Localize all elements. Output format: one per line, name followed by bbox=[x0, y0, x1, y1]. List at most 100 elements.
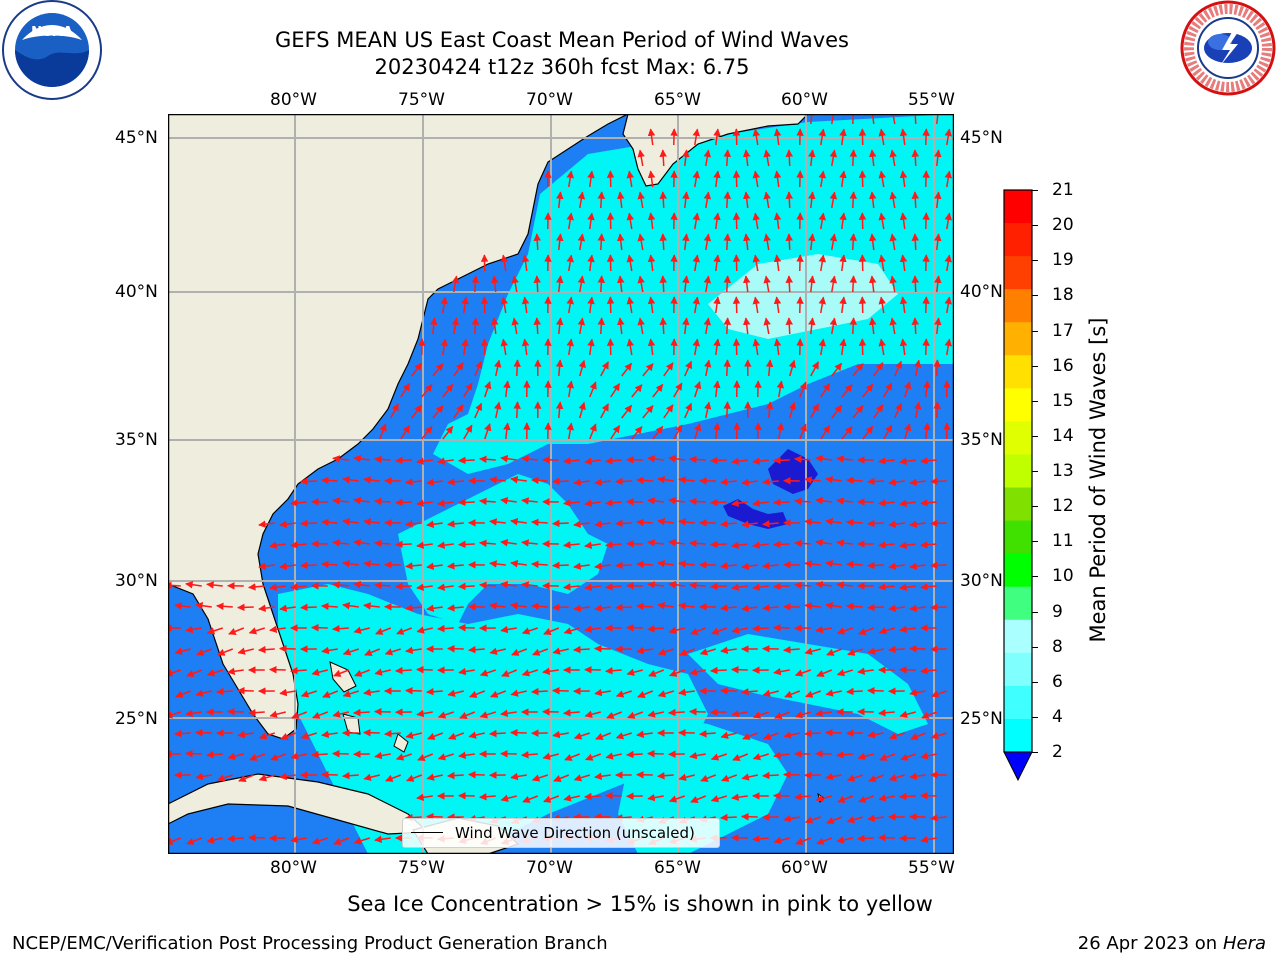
wave-direction-arrow bbox=[511, 317, 519, 335]
wave-direction-arrow bbox=[922, 338, 930, 356]
wave-direction-arrow bbox=[826, 648, 843, 656]
wave-direction-arrow bbox=[647, 170, 656, 188]
wave-direction-arrow bbox=[395, 753, 413, 761]
wave-direction-arrow bbox=[552, 477, 569, 486]
wave-direction-arrow bbox=[934, 114, 942, 125]
wave-direction-arrow bbox=[668, 539, 685, 547]
colorbar-tick-label: 10 bbox=[1052, 566, 1074, 587]
wave-direction-arrow bbox=[594, 478, 611, 486]
wave-direction-arrow bbox=[805, 690, 822, 698]
wave-direction-arrow bbox=[416, 665, 433, 674]
wave-direction-arrow bbox=[353, 497, 370, 505]
wave-direction-arrow bbox=[836, 836, 853, 844]
wave-direction-arrow bbox=[720, 520, 737, 528]
wave-direction-arrow bbox=[934, 191, 942, 209]
wave-direction-arrow bbox=[437, 457, 454, 465]
wave-direction-arrow bbox=[647, 338, 656, 356]
wave-direction-arrow bbox=[217, 648, 234, 656]
wave-direction-arrow bbox=[899, 457, 916, 465]
wave-direction-arrow bbox=[463, 424, 473, 440]
wave-direction-arrow bbox=[216, 602, 233, 611]
wave-direction-arrow bbox=[836, 669, 853, 677]
wave-direction-arrow bbox=[659, 317, 667, 335]
wave-direction-arrow bbox=[606, 711, 623, 719]
wave-direction-arrow bbox=[258, 520, 275, 528]
wave-direction-arrow bbox=[673, 382, 683, 398]
wave-direction-arrow bbox=[873, 362, 884, 377]
wave-direction-arrow bbox=[543, 795, 560, 803]
wave-direction-arrow bbox=[752, 296, 760, 314]
wave-direction-arrow bbox=[594, 604, 611, 612]
colorbar-tick bbox=[1032, 471, 1038, 472]
wave-direction-arrow bbox=[839, 338, 847, 356]
wave-direction-arrow bbox=[617, 233, 625, 251]
wave-direction-arrow bbox=[584, 499, 601, 507]
wave-direction-arrow bbox=[868, 233, 877, 251]
wave-direction-arrow bbox=[510, 476, 527, 484]
wave-direction-arrow bbox=[668, 626, 685, 634]
wave-direction-arrow bbox=[795, 837, 812, 845]
wave-direction-arrow bbox=[818, 128, 826, 146]
lat-label-right: 45°N bbox=[960, 128, 1003, 148]
wave-direction-arrow bbox=[342, 602, 359, 610]
wave-direction-arrow bbox=[584, 792, 601, 801]
wave-direction-arrow bbox=[808, 275, 816, 293]
wave-direction-arrow bbox=[290, 835, 307, 844]
wave-direction-arrow bbox=[659, 233, 667, 251]
wave-direction-arrow bbox=[788, 401, 796, 419]
wave-direction-arrow bbox=[556, 233, 564, 251]
wave-direction-arrow bbox=[312, 711, 329, 719]
ice-note-text: Sea Ice Concentration > 15% is shown in … bbox=[347, 892, 933, 916]
wave-direction-arrow bbox=[227, 752, 244, 760]
lon-label-bottom: 65°W bbox=[654, 858, 701, 878]
lon-label-top: 55°W bbox=[908, 90, 955, 110]
wave-direction-arrow bbox=[776, 422, 785, 440]
colorbar-tick-label: 18 bbox=[1052, 285, 1074, 306]
wave-direction-arrow bbox=[479, 455, 496, 464]
wave-direction-arrow bbox=[353, 837, 370, 845]
lon-label-bottom: 70°W bbox=[526, 858, 573, 878]
colorbar-segment bbox=[1004, 355, 1032, 389]
wave-direction-arrow bbox=[430, 317, 438, 335]
wave-direction-arrow bbox=[363, 476, 380, 484]
wave-direction-arrow bbox=[763, 191, 771, 209]
wave-direction-arrow bbox=[804, 816, 822, 824]
wave-direction-arrow bbox=[291, 711, 308, 719]
wave-direction-arrow bbox=[647, 497, 664, 505]
wave-direction-arrow bbox=[699, 730, 716, 738]
wave-direction-arrow bbox=[836, 581, 853, 589]
wave-direction-arrow bbox=[731, 709, 748, 718]
wave-direction-arrow bbox=[852, 405, 864, 419]
wave-direction-arrow bbox=[626, 254, 634, 272]
colorbar-segment bbox=[1004, 586, 1032, 621]
wave-direction-arrow bbox=[552, 647, 569, 655]
wave-direction-arrow bbox=[426, 604, 443, 612]
wave-direction-arrow bbox=[531, 518, 548, 527]
lon-label-bottom: 80°W bbox=[270, 858, 317, 878]
wave-direction-arrow bbox=[627, 711, 644, 719]
wave-direction-arrow bbox=[713, 212, 721, 230]
wave-direction-arrow bbox=[794, 793, 811, 801]
wave-direction-arrow bbox=[922, 254, 930, 272]
wave-direction-arrow bbox=[385, 774, 402, 782]
wave-direction-arrow bbox=[820, 382, 831, 398]
wave-direction-arrow bbox=[447, 562, 464, 570]
wave-direction-arrow bbox=[321, 602, 338, 611]
wave-direction-arrow bbox=[804, 602, 821, 610]
wave-direction-arrow bbox=[521, 539, 538, 547]
wave-direction-arrow bbox=[647, 254, 656, 272]
wave-direction-arrow bbox=[652, 383, 664, 398]
colorbar-segment bbox=[1004, 421, 1032, 455]
colorbar-segment bbox=[1004, 289, 1032, 323]
wave-direction-arrow bbox=[421, 384, 433, 398]
wave-direction-arrow bbox=[503, 380, 511, 398]
lon-label-top: 75°W bbox=[398, 90, 445, 110]
wave-direction-arrow bbox=[868, 149, 877, 167]
wave-direction-arrow bbox=[689, 668, 706, 676]
wave-direction-arrow bbox=[405, 646, 422, 655]
wave-direction-arrow bbox=[899, 128, 908, 146]
wave-direction-arrow bbox=[342, 690, 359, 698]
wave-direction-arrow bbox=[899, 296, 908, 314]
wave-direction-arrow bbox=[363, 602, 380, 610]
wave-direction-arrow bbox=[597, 275, 606, 293]
